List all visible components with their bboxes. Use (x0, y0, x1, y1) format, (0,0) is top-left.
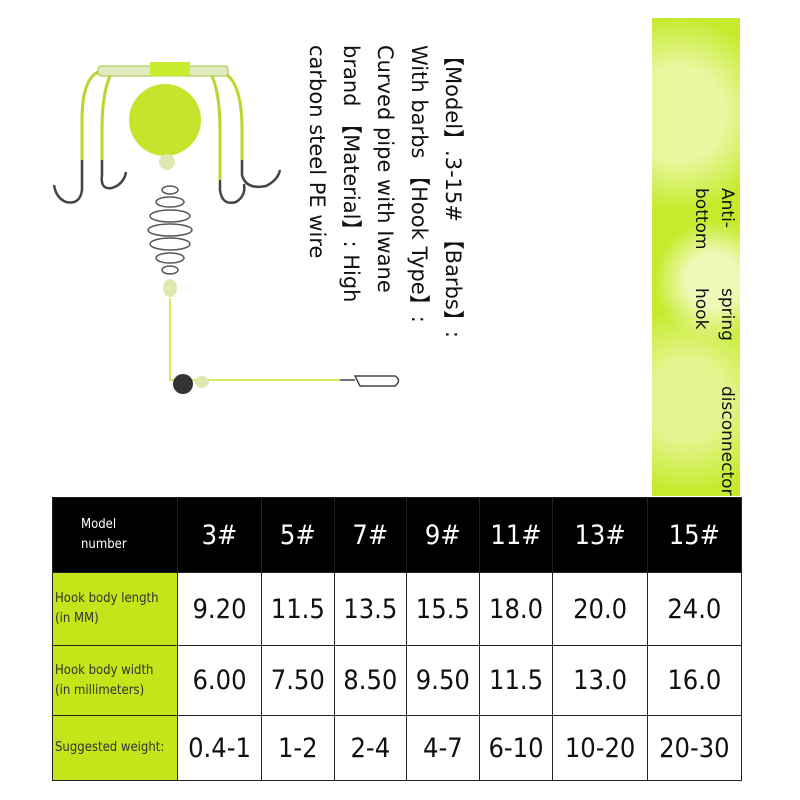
model-cell: 9# (406, 497, 480, 573)
table-row: Hook body length (in MM) 9.20 11.5 13.5 1… (52, 572, 743, 646)
value-cell: 13.0 (552, 645, 648, 716)
label-line: (in MM) (55, 611, 99, 626)
model-cell: 3# (176, 497, 263, 573)
header-label: Model number (52, 497, 178, 573)
spec-table: Model number 3# 5# 7# 9# 11# 13# 15# Hook… (52, 497, 743, 781)
description-line: With barbs 【Hook Type】: (407, 45, 431, 323)
row-label: Suggested weight: (52, 715, 178, 781)
product-description: 【Model】.3-15# 【Barbs】: With barbs 【Hook … (300, 45, 470, 338)
value-cell: 13.5 (333, 572, 408, 646)
fishing-rig-illustration (52, 62, 400, 394)
table-header-row: Model number 3# 5# 7# 9# 11# 13# 15# (52, 497, 743, 573)
description-line: carbon steel PE wire (305, 45, 329, 259)
label-line: (in millimeters) (55, 682, 145, 698)
value-cell: 6-10 (478, 715, 554, 781)
value-cell: 7.50 (261, 645, 335, 716)
model-cell: 7# (333, 497, 408, 573)
label-line: Hook body length (55, 591, 159, 606)
value-cell: 24.0 (646, 572, 743, 646)
model-cell: 15# (646, 497, 743, 573)
model-cell: 13# (552, 497, 648, 573)
value-cell: 20.0 (552, 572, 648, 646)
value-cell: 4-7 (406, 715, 480, 781)
value-cell: 0.4-1 (176, 715, 263, 781)
row-label: Hook body length (in MM) (52, 572, 178, 646)
value-cell: 9.20 (176, 572, 263, 646)
value-cell: 1-2 (261, 715, 335, 781)
value-cell: 16.0 (646, 645, 743, 716)
value-cell: 18.0 (478, 572, 554, 646)
model-cell: 11# (478, 497, 554, 573)
table-row: Hook body width (in millimeters) 6.00 7.5… (52, 645, 743, 716)
value-cell: 10-20 (552, 715, 648, 781)
description-line: brand 【Material】: High (339, 45, 363, 303)
description-line: 【Model】.3-15# 【Barbs】: (441, 45, 465, 338)
value-cell: 15.5 (406, 572, 480, 646)
description-line: Curved pipe with Iwane (373, 45, 397, 293)
value-cell: 9.50 (406, 645, 480, 716)
value-cell: 2-4 (333, 715, 408, 781)
value-cell: 8.50 (333, 645, 408, 716)
row-label: Hook body width (in millimeters) (52, 645, 178, 716)
value-cell: 6.00 (176, 645, 263, 716)
panel-line: disconnector (717, 386, 737, 496)
value-cell: 11.5 (478, 645, 554, 716)
label-line: Hook body width (55, 662, 154, 678)
product-name-panel: Anti-bottom spring hook disconnector (652, 18, 740, 496)
label-line: number (81, 537, 127, 552)
model-cell: 5# (261, 497, 335, 573)
value-cell: 20-30 (646, 715, 743, 781)
value-cell: 11.5 (261, 572, 335, 646)
panel-line: Anti-bottom (691, 188, 737, 250)
table-row: Suggested weight: 0.4-1 1-2 2-4 4-7 6-10… (52, 715, 743, 781)
label-line: Model (81, 517, 117, 532)
label-line: Suggested weight: (55, 740, 165, 755)
panel-line: spring hook (691, 288, 737, 341)
